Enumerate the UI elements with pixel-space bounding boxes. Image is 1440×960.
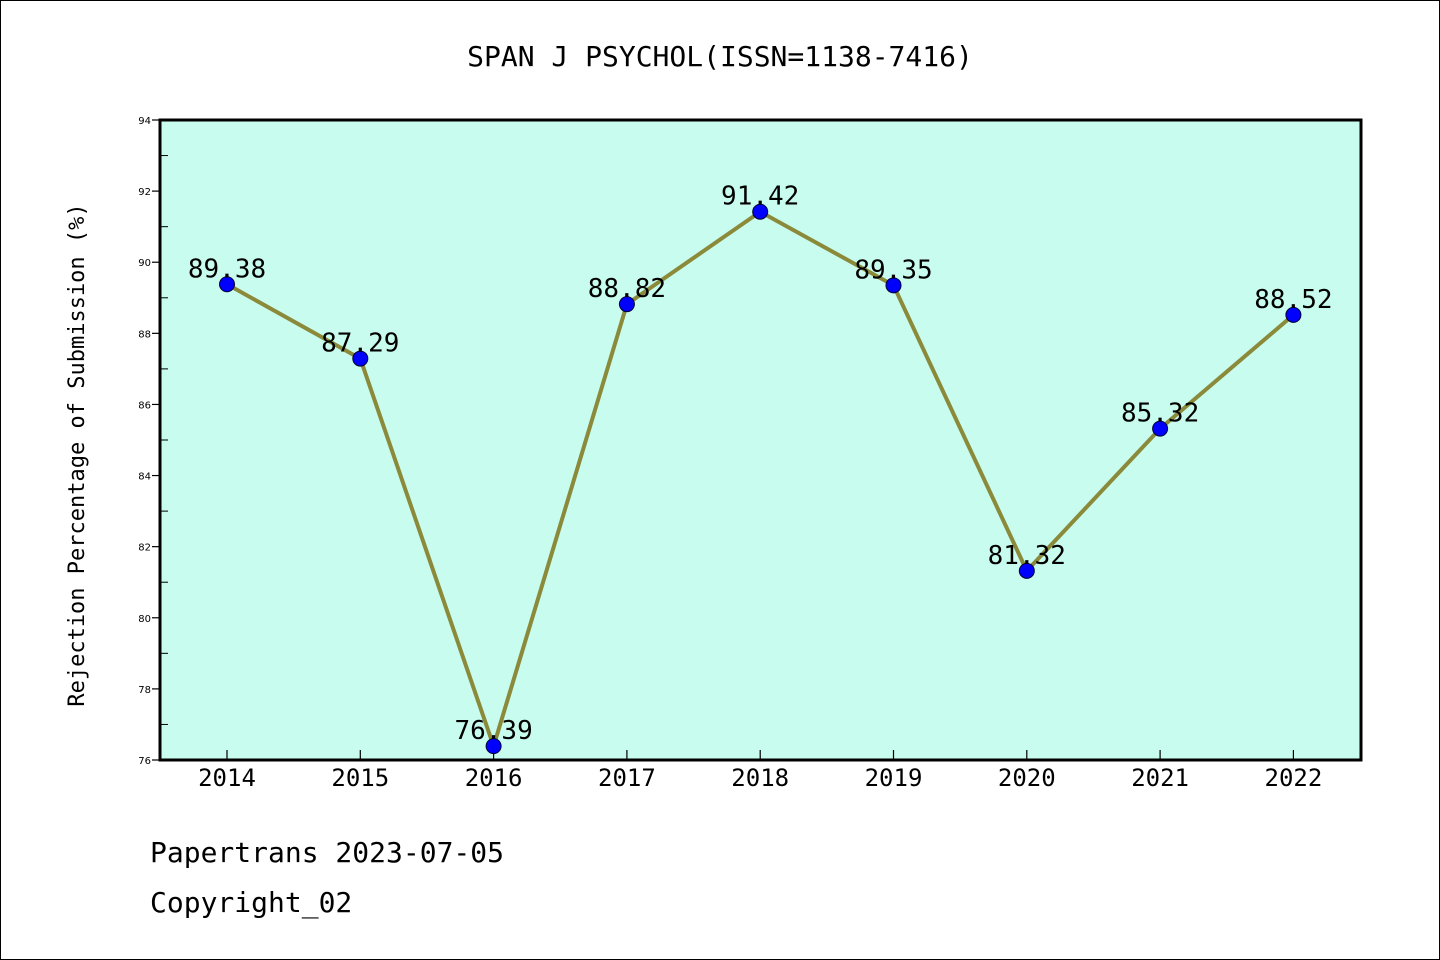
- y-tick-label: 88: [138, 329, 151, 340]
- x-tick-label: 2015: [331, 764, 389, 792]
- data-point: [1152, 420, 1169, 437]
- data-point: [219, 276, 235, 293]
- x-tick-label: 2021: [1131, 764, 1189, 792]
- footer-date-text: Papertrans 2023-07-05: [150, 836, 505, 869]
- data-point: [1018, 562, 1035, 579]
- data-point: [618, 296, 635, 313]
- y-tick-label: 76: [138, 756, 151, 767]
- data-point: [485, 738, 502, 755]
- x-tick-label: 2018: [731, 764, 789, 792]
- footer-copyright-text: Copyright_02: [150, 886, 353, 919]
- data-label: 88.52: [1254, 285, 1332, 315]
- x-tick-label: 2016: [465, 764, 523, 792]
- y-tick-label: 92: [138, 187, 151, 198]
- chart-title: SPAN J PSYCHOL(ISSN=1138-7416): [467, 40, 973, 73]
- data-label: 87.29: [321, 329, 399, 359]
- x-axis: 2014 2015 2016 2017 2018 2019 2020 2021 2022: [198, 750, 1322, 792]
- series-layer: 89.38 87.29 76.39 88.82 91.42 89.35 81.32 85.32…: [188, 182, 1333, 755]
- y-tick-label: 84: [138, 472, 151, 483]
- data-label: 89.35: [854, 255, 932, 285]
- y-tick-label: 82: [138, 543, 151, 554]
- y-tick-label: 86: [138, 400, 151, 411]
- plot-area: [158, 118, 1363, 762]
- y-tick-label: 90: [138, 258, 151, 269]
- y-tick-label: 78: [138, 685, 151, 696]
- data-label: 89.38: [188, 254, 266, 284]
- data-point: [352, 350, 369, 367]
- data-point: [885, 277, 902, 294]
- data-label: 81.32: [988, 541, 1066, 571]
- x-tick-label: 2022: [1265, 764, 1323, 792]
- x-tick-label: 2019: [865, 764, 923, 792]
- x-tick-label: 2020: [998, 764, 1056, 792]
- y-tick-label: 80: [138, 614, 151, 625]
- data-label: 91.42: [721, 182, 799, 212]
- data-point: [1285, 306, 1302, 323]
- y-tick-label: 94: [138, 116, 151, 127]
- data-label: 85.32: [1121, 399, 1199, 429]
- data-label: 88.82: [588, 274, 666, 304]
- y-axis: 76 78 80 82 84 86 88 90 92 94: [138, 116, 168, 767]
- y-axis-label: Rejection Percentage of Submission (%): [65, 203, 90, 706]
- data-label: 76.39: [454, 716, 532, 746]
- x-tick-label: 2017: [598, 764, 656, 792]
- data-point: [752, 203, 769, 220]
- x-tick-label: 2014: [198, 764, 256, 792]
